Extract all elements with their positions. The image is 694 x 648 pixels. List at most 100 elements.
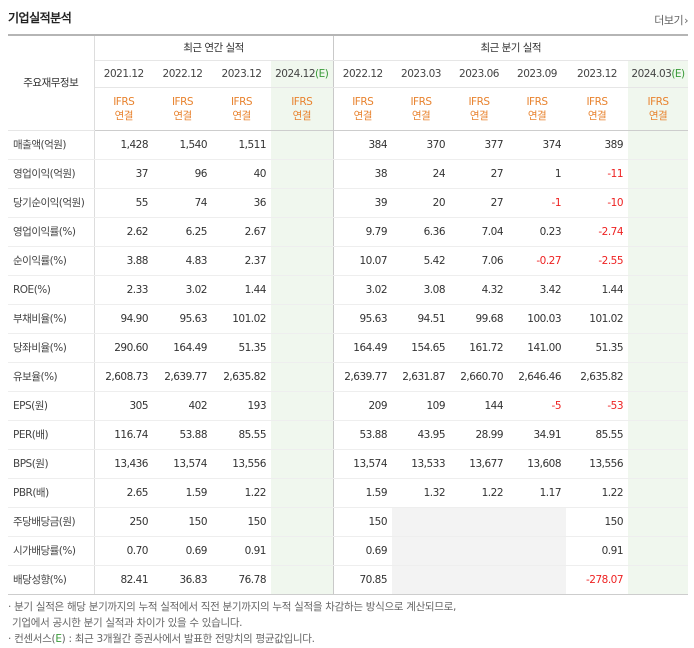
table-cell: -53 xyxy=(566,390,629,421)
table-cell: -5 xyxy=(508,390,567,421)
accounting-basis: IFRS 연결 xyxy=(392,87,450,130)
table-cell: 43.95 xyxy=(392,420,451,450)
more-button[interactable]: 더보기› xyxy=(654,12,688,28)
table-row: 주당배당금(원) 250 150 150 150 150 xyxy=(8,506,689,537)
table-cell: 74 xyxy=(153,188,212,218)
row-label: 당기순이익(억원) xyxy=(8,188,95,218)
table-cell: 70.85 xyxy=(332,565,393,595)
estimate-mark: (E) xyxy=(671,67,685,80)
table-cell: 370 xyxy=(392,129,451,160)
table-cell: 13,436 xyxy=(94,449,153,479)
basis-scope: 연결 xyxy=(527,109,547,122)
row-label: 유보율(%) xyxy=(8,362,95,392)
table-cell: 5.42 xyxy=(392,246,451,276)
basis-scope: 연결 xyxy=(411,109,431,122)
table-cell xyxy=(628,565,689,595)
table-cell: 10.07 xyxy=(332,246,393,276)
basis-scope: 연결 xyxy=(292,109,312,122)
table-cell: 0.70 xyxy=(94,536,153,566)
table-cell xyxy=(271,536,334,566)
table-cell xyxy=(271,506,334,537)
basis-scope: 연결 xyxy=(114,109,134,122)
table-cell xyxy=(628,506,689,537)
row-label: 주당배당금(원) xyxy=(8,506,95,537)
table-cell xyxy=(450,536,509,566)
basis-standard: IFRS xyxy=(410,95,432,108)
period-label: 2024.03 xyxy=(631,67,672,80)
period-header: 2022.12 xyxy=(332,60,393,88)
table-cell: 2.65 xyxy=(94,478,153,508)
table-cell xyxy=(628,390,689,421)
table-cell: 94.51 xyxy=(392,303,451,334)
table-cell: 2,635.82 xyxy=(566,362,629,392)
table-cell: 161.72 xyxy=(450,333,509,363)
table-cell: 1.44 xyxy=(212,275,271,305)
table-cell: -10 xyxy=(566,188,629,218)
table-cell: 53.88 xyxy=(332,420,393,450)
table-row: EPS(원) 305 402 193 209 109 144 -5 -53 xyxy=(8,390,689,421)
consensus-mark: E xyxy=(55,633,62,645)
table-cell: 36 xyxy=(212,188,271,218)
table-cell: 1,511 xyxy=(212,129,271,160)
basis-standard: IFRS xyxy=(352,95,374,108)
table-cell: 99.68 xyxy=(450,303,509,334)
table-cell: 13,574 xyxy=(153,449,212,479)
table-cell xyxy=(628,275,689,305)
row-label: 당좌비율(%) xyxy=(8,333,95,363)
row-label: 순이익률(%) xyxy=(8,246,95,276)
table-row: BPS(원) 13,436 13,574 13,556 13,574 13,533 13,6… xyxy=(8,449,689,479)
period-header: 2022.12 xyxy=(153,60,212,88)
table-cell: 150 xyxy=(153,506,212,537)
row-label: 매출액(억원) xyxy=(8,129,95,160)
footnote-consensus-suffix: ) : 최근 3개월간 증권사에서 발표한 전망치의 평균값입니다. xyxy=(61,633,315,645)
table-cell: -0.27 xyxy=(508,246,567,276)
table-cell: 101.02 xyxy=(212,303,271,334)
table-cell: 0.69 xyxy=(153,536,212,566)
table-cell: 0.91 xyxy=(566,536,629,566)
table-cell: 389 xyxy=(566,129,629,160)
table-cell: 76.78 xyxy=(212,565,271,595)
table-cell: 1.22 xyxy=(566,478,629,508)
period-header: 2024.03(E) xyxy=(628,60,689,88)
table-cell: 53.88 xyxy=(153,420,212,450)
period-header: 2023.03 xyxy=(392,60,451,88)
table-cell: 95.63 xyxy=(153,303,212,334)
accounting-basis: IFRS 연결 xyxy=(94,87,153,130)
period-header: 2021.12 xyxy=(94,60,153,88)
table-cell: 6.25 xyxy=(153,216,212,247)
basis-scope: 연결 xyxy=(648,109,668,122)
table-cell: 109 xyxy=(392,390,451,421)
table-cell xyxy=(271,420,334,450)
table-cell: 4.83 xyxy=(153,246,212,276)
table-cell: 384 xyxy=(332,129,393,160)
table-cell: 374 xyxy=(508,129,567,160)
table-cell: 193 xyxy=(212,390,271,421)
table-cell xyxy=(628,129,689,160)
table-cell: 34.91 xyxy=(508,420,567,450)
accounting-basis: IFRS 연결 xyxy=(212,87,271,130)
table-cell: 13,533 xyxy=(392,449,451,479)
table-cell: 13,574 xyxy=(332,449,393,479)
table-cell xyxy=(450,506,509,537)
row-label: 영업이익률(%) xyxy=(8,216,95,247)
table-cell: 6.36 xyxy=(392,216,451,247)
table-cell: 150 xyxy=(566,506,629,537)
table-cell: 36.83 xyxy=(153,565,212,595)
table-cell: 3.88 xyxy=(94,246,153,276)
table-cell xyxy=(628,420,689,450)
table-cell: 55 xyxy=(94,188,153,218)
table-cell: 2.62 xyxy=(94,216,153,247)
table-row: 당기순이익(억원) 55 74 36 39 20 27 -1 -10 xyxy=(8,188,689,218)
table-cell xyxy=(271,159,334,189)
table-row: 당좌비율(%) 290.60 164.49 51.35 164.49 154.65 161.… xyxy=(8,333,689,363)
table-cell: 51.35 xyxy=(566,333,629,363)
table-cell: -278.07 xyxy=(566,565,629,595)
table-cell: 3.42 xyxy=(508,275,567,305)
table-cell: 141.00 xyxy=(508,333,567,363)
table-cell xyxy=(271,333,334,363)
table-cell: 38 xyxy=(332,159,393,189)
accounting-basis: IFRS 연결 xyxy=(332,87,393,130)
table-row: 영업이익(억원) 37 96 40 38 24 27 1 -11 xyxy=(8,159,689,189)
table-cell: 2,639.77 xyxy=(153,362,212,392)
table-cell xyxy=(628,246,689,276)
